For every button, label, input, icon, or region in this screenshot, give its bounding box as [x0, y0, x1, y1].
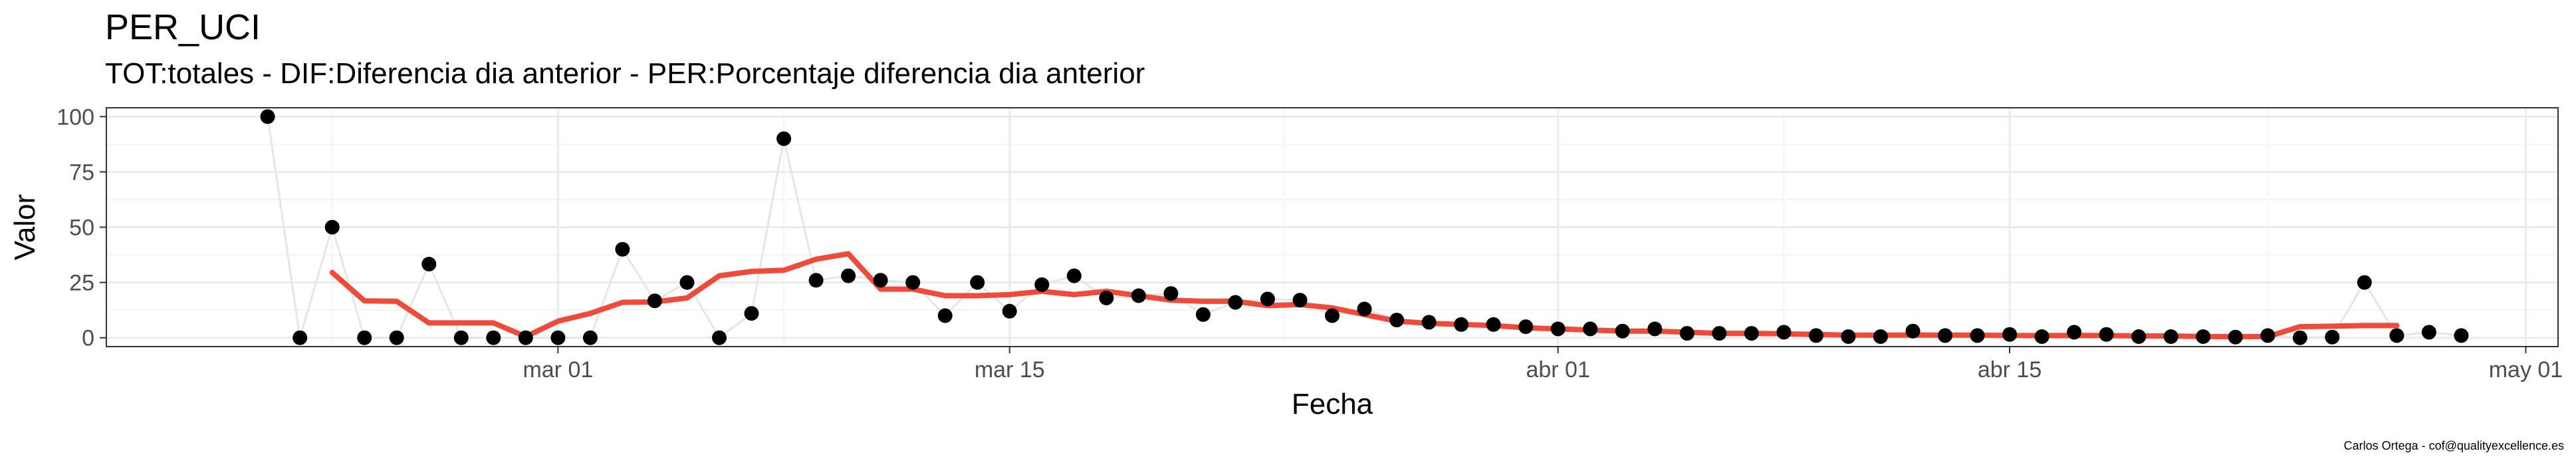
data-point — [1357, 301, 1372, 317]
chart-caption: Carlos Ortega - cof@qualityexcellence.es — [2343, 439, 2564, 452]
data-point — [293, 330, 308, 345]
data-point — [2163, 329, 2178, 344]
chart-subtitle: TOT:totales - DIF:Diferencia dia anterio… — [105, 57, 1145, 90]
y-axis-ticks: 0 25 50 75 100 — [57, 104, 106, 351]
data-point — [679, 275, 695, 290]
x-tick-label: may 01 — [2489, 357, 2563, 383]
smoothed-series-path — [329, 251, 2400, 339]
data-point — [2228, 329, 2243, 345]
data-point — [582, 330, 598, 345]
x-tick-label: mar 01 — [523, 357, 593, 383]
x-tick-label: mar 15 — [975, 357, 1045, 383]
data-point — [1873, 329, 1888, 344]
data-point — [2002, 327, 2018, 342]
data-point — [937, 308, 953, 323]
y-tick-label: 0 — [82, 326, 94, 351]
data-point — [1389, 313, 1405, 328]
data-point — [1486, 317, 1501, 332]
data-point — [1712, 326, 1727, 341]
y-tick-label: 25 — [69, 271, 94, 296]
data-point — [2325, 329, 2340, 345]
data-point — [905, 275, 921, 290]
data-point — [1099, 290, 1114, 305]
data-point — [1970, 328, 1985, 343]
data-point — [1647, 321, 1663, 337]
x-tick-label: abr 15 — [1978, 357, 2042, 383]
data-point — [1325, 308, 1340, 323]
data-point — [1034, 277, 1050, 292]
data-point — [1583, 321, 1598, 337]
data-point — [712, 330, 727, 345]
data-point — [1808, 328, 1823, 343]
data-point — [2357, 275, 2372, 290]
data-point — [550, 330, 566, 345]
data-point — [1518, 319, 1534, 335]
data-point — [1679, 326, 1695, 341]
data-point — [1002, 303, 1017, 319]
data-point — [841, 268, 856, 283]
data-point — [2196, 329, 2211, 344]
data-point — [1163, 286, 1179, 301]
data-point — [2292, 330, 2307, 345]
smoothed-series-line — [329, 251, 2400, 339]
data-point — [1066, 268, 1082, 283]
data-point — [2421, 325, 2436, 340]
data-point — [1260, 291, 1275, 307]
data-point — [1421, 315, 1437, 330]
x-axis-title: Fecha — [1292, 388, 1373, 420]
data-point — [260, 109, 275, 124]
data-point — [776, 131, 792, 146]
data-point — [2067, 325, 2082, 340]
data-point — [1292, 293, 1308, 308]
data-point — [2131, 329, 2147, 344]
data-point — [615, 241, 630, 257]
data-point — [389, 330, 404, 345]
data-point — [744, 306, 759, 321]
data-point — [1841, 329, 1856, 344]
data-point — [2099, 327, 2114, 342]
data-point — [453, 330, 469, 345]
data-point — [486, 330, 501, 345]
data-point — [421, 257, 437, 271]
data-point — [2260, 328, 2276, 343]
data-points — [260, 109, 2469, 345]
data-point — [808, 273, 824, 288]
data-point — [1131, 288, 1146, 303]
data-point — [970, 275, 985, 290]
data-point — [2389, 328, 2404, 343]
x-axis-ticks: mar 01 mar 15 abr 01 abr 15 may 01 — [523, 347, 2563, 383]
data-point — [1454, 317, 1469, 332]
data-point — [873, 273, 888, 288]
data-point — [1776, 325, 1792, 340]
data-point — [324, 220, 340, 235]
data-point — [1744, 326, 1759, 341]
data-point — [1905, 323, 1921, 339]
chart-title: PER_UCI — [105, 7, 261, 47]
data-point — [518, 330, 533, 345]
data-point — [1195, 307, 1211, 322]
data-point — [1615, 323, 1630, 339]
y-tick-label: 50 — [69, 216, 94, 241]
data-point — [1938, 328, 1952, 343]
y-tick-label: 75 — [69, 160, 94, 185]
y-axis-title: Valor — [9, 194, 41, 260]
data-point — [647, 293, 662, 309]
data-point — [2034, 329, 2049, 344]
y-tick-label: 100 — [57, 104, 94, 130]
data-point — [2454, 328, 2469, 343]
data-point — [1550, 321, 1566, 337]
data-point — [357, 330, 372, 345]
x-tick-label: abr 01 — [1526, 357, 1589, 383]
data-point — [1228, 295, 1243, 310]
